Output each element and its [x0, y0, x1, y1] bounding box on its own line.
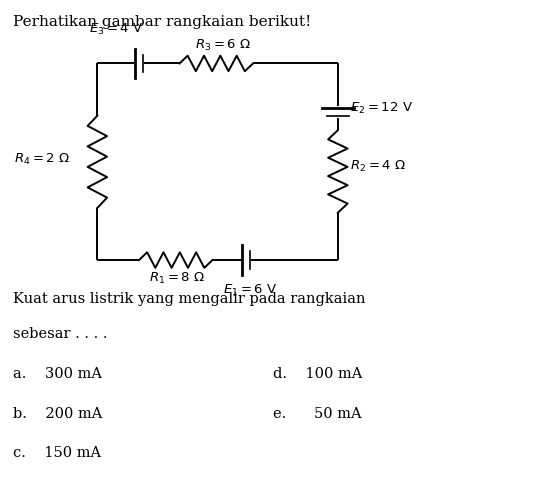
Text: $E_2 = 12\ \mathrm{V}$: $E_2 = 12\ \mathrm{V}$	[350, 101, 413, 116]
Text: $R_4 = 2\ \Omega$: $R_4 = 2\ \Omega$	[14, 152, 70, 167]
Text: b.    200 mA: b. 200 mA	[13, 407, 102, 421]
Text: $R_1 = 8\ \Omega$: $R_1 = 8\ \Omega$	[149, 271, 205, 286]
Text: $R_2 = 4\ \Omega$: $R_2 = 4\ \Omega$	[350, 159, 406, 174]
Text: $E_3 = 4\ \mathrm{V}$: $E_3 = 4\ \mathrm{V}$	[89, 22, 144, 37]
Text: Kuat arus listrik yang mengalir pada rangkaian: Kuat arus listrik yang mengalir pada ran…	[13, 292, 365, 305]
Text: Perhatikan gambar rangkaian berikut!: Perhatikan gambar rangkaian berikut!	[13, 15, 311, 29]
Text: $E_1 = 6\ \mathrm{V}$: $E_1 = 6\ \mathrm{V}$	[223, 283, 278, 299]
Text: sebesar . . . .: sebesar . . . .	[13, 327, 107, 341]
Text: e.      50 mA: e. 50 mA	[273, 407, 361, 421]
Text: a.    300 mA: a. 300 mA	[13, 367, 102, 381]
Text: d.    100 mA: d. 100 mA	[273, 367, 363, 381]
Text: c.    150 mA: c. 150 mA	[13, 446, 100, 461]
Text: $R_3 = 6\ \Omega$: $R_3 = 6\ \Omega$	[194, 38, 251, 53]
